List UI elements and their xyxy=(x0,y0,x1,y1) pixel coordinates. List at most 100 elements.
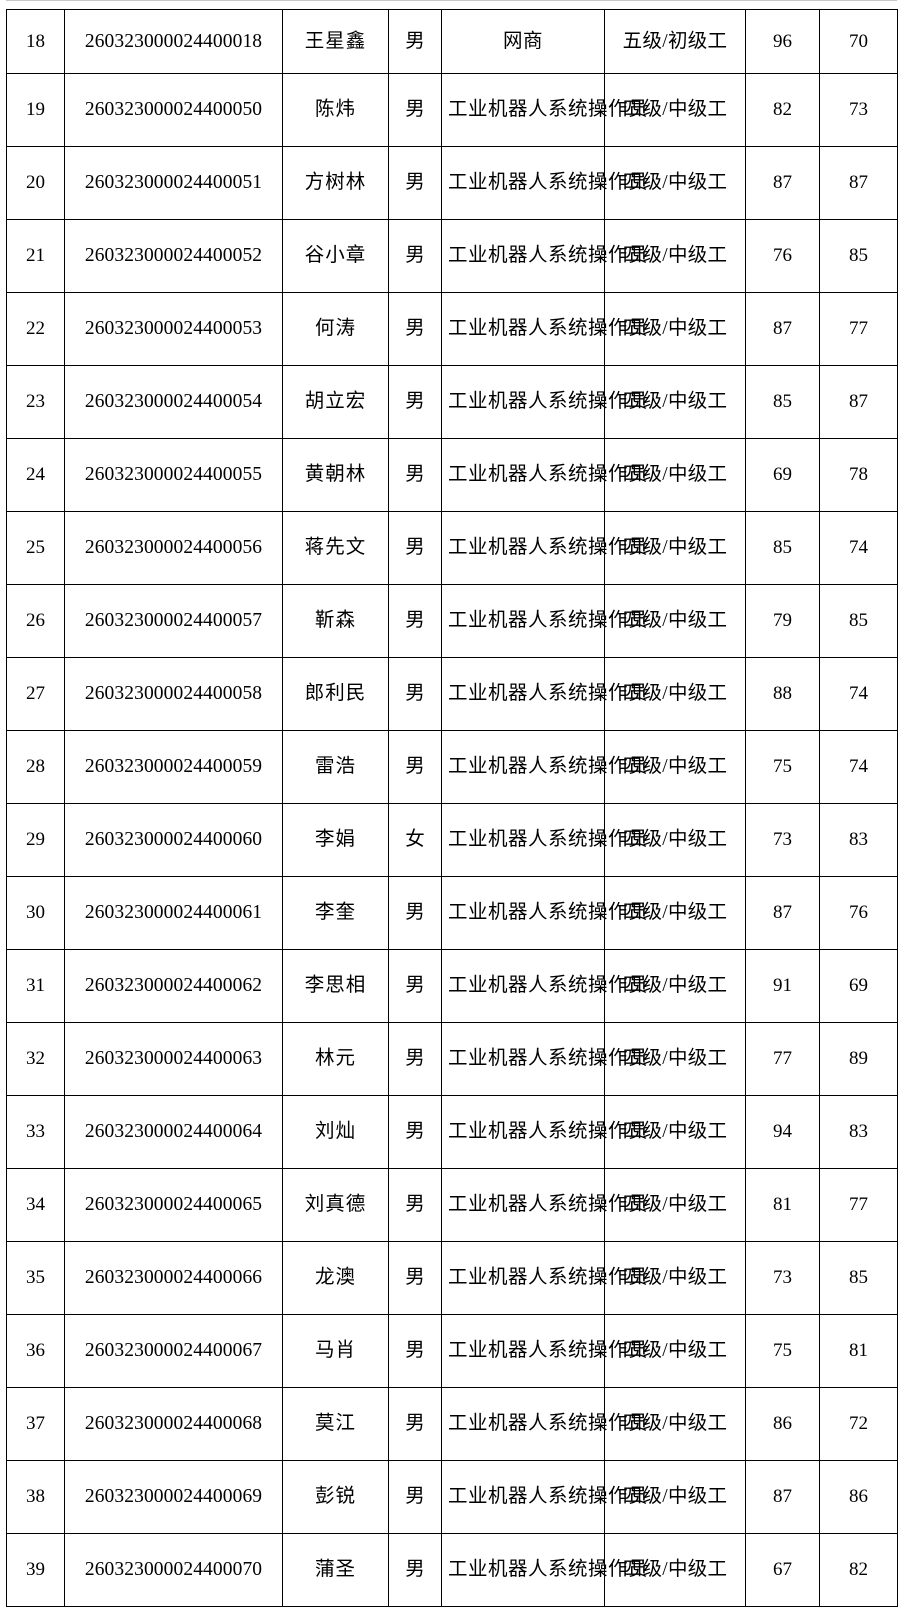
cell-candidate-id: 260323000024400053 xyxy=(64,292,283,366)
cell-skill-level: 四级/中级工 xyxy=(604,1460,746,1534)
cell-gender: 男 xyxy=(388,1314,442,1388)
cell-sequence-number: 21 xyxy=(6,219,65,293)
cell-candidate-id: 260323000024400061 xyxy=(64,876,283,950)
cell-candidate-id: 260323000024400052 xyxy=(64,219,283,293)
cell-candidate-id: 260323000024400066 xyxy=(64,1241,283,1315)
cell-candidate-name: 刘灿 xyxy=(282,1095,389,1169)
cell-gender: 男 xyxy=(388,584,442,658)
cell-candidate-name: 蒋先文 xyxy=(282,511,389,585)
cell-score-theory: 87 xyxy=(745,146,820,220)
cell-candidate-name: 方树林 xyxy=(282,146,389,220)
table-row: 19 260323000024400050 陈炜男工业机器人系统操作员 四级/中级工 8… xyxy=(6,73,898,147)
cell-score-theory: 75 xyxy=(745,1314,820,1388)
cell-gender: 男 xyxy=(388,876,442,950)
cell-score-practical: 85 xyxy=(819,584,898,658)
cell-skill-level: 四级/中级工 xyxy=(604,1022,746,1096)
cell-sequence-number: 32 xyxy=(6,1022,65,1096)
cell-score-practical: 70 xyxy=(819,9,898,74)
cell-occupation: 工业机器人系统操作员 xyxy=(441,1241,648,1315)
table-row: 27 260323000024400058 郎利民男工业机器人系统操作员 四级/中级工… xyxy=(6,657,898,731)
cell-skill-level: 四级/中级工 xyxy=(604,1314,746,1388)
cell-candidate-id: 260323000024400067 xyxy=(64,1314,283,1388)
table-row: 31 260323000024400062 李思相男工业机器人系统操作员 四级/中级工… xyxy=(6,949,898,1023)
cell-skill-level: 四级/中级工 xyxy=(604,1533,746,1607)
cell-skill-level: 四级/中级工 xyxy=(604,949,746,1023)
cell-candidate-id: 260323000024400058 xyxy=(64,657,283,731)
cell-sequence-number: 23 xyxy=(6,365,65,439)
cell-score-practical: 77 xyxy=(819,292,898,366)
table-row: 34 260323000024400065 刘真德男工业机器人系统操作员 四级/中级工… xyxy=(6,1168,898,1242)
cell-sequence-number: 35 xyxy=(6,1241,65,1315)
cell-gender: 男 xyxy=(388,730,442,804)
cell-sequence-number: 30 xyxy=(6,876,65,950)
cell-skill-level: 四级/中级工 xyxy=(604,1095,746,1169)
cell-skill-level: 四级/中级工 xyxy=(604,146,746,220)
cell-sequence-number: 36 xyxy=(6,1314,65,1388)
cell-skill-level: 四级/中级工 xyxy=(604,1168,746,1242)
cell-score-theory: 73 xyxy=(745,803,820,877)
cell-candidate-id: 260323000024400070 xyxy=(64,1533,283,1607)
cell-skill-level: 四级/中级工 xyxy=(604,73,746,147)
cell-occupation: 工业机器人系统操作员 xyxy=(441,730,648,804)
cell-occupation: 工业机器人系统操作员 xyxy=(441,219,648,293)
cell-skill-level: 四级/中级工 xyxy=(604,730,746,804)
cell-candidate-name: 靳森 xyxy=(282,584,389,658)
cell-candidate-name: 何涛 xyxy=(282,292,389,366)
cell-candidate-id: 260323000024400051 xyxy=(64,146,283,220)
cell-gender: 男 xyxy=(388,1533,442,1607)
cell-gender: 男 xyxy=(388,365,442,439)
cell-candidate-id: 260323000024400063 xyxy=(64,1022,283,1096)
table-row: 39 260323000024400070 蒲圣男工业机器人系统操作员 四级/中级工 6… xyxy=(6,1533,898,1607)
cell-score-practical: 74 xyxy=(819,657,898,731)
cell-gender: 男 xyxy=(388,146,442,220)
cell-sequence-number: 27 xyxy=(6,657,65,731)
cell-score-theory: 67 xyxy=(745,1533,820,1607)
cell-candidate-id: 260323000024400059 xyxy=(64,730,283,804)
cell-gender: 男 xyxy=(388,73,442,147)
cell-skill-level: 四级/中级工 xyxy=(604,438,746,512)
table-row: 28 260323000024400059 雷浩男工业机器人系统操作员 四级/中级工 7… xyxy=(6,730,898,804)
table-row: 36 260323000024400067 马肖男工业机器人系统操作员 四级/中级工 7… xyxy=(6,1314,898,1388)
cell-score-theory: 77 xyxy=(745,1022,820,1096)
table-row: 23 260323000024400054 胡立宏男工业机器人系统操作员 四级/中级工… xyxy=(6,365,898,439)
cell-score-practical: 73 xyxy=(819,73,898,147)
cell-candidate-id: 260323000024400068 xyxy=(64,1387,283,1461)
cell-candidate-name: 雷浩 xyxy=(282,730,389,804)
cell-candidate-name: 林元 xyxy=(282,1022,389,1096)
cell-candidate-name: 黄朝林 xyxy=(282,438,389,512)
cell-candidate-id: 260323000024400054 xyxy=(64,365,283,439)
cell-gender: 男 xyxy=(388,949,442,1023)
cell-sequence-number: 37 xyxy=(6,1387,65,1461)
cell-sequence-number: 38 xyxy=(6,1460,65,1534)
cell-occupation: 工业机器人系统操作员 xyxy=(441,949,648,1023)
cell-score-theory: 87 xyxy=(745,876,820,950)
cell-occupation: 网商 xyxy=(441,9,605,74)
cell-score-practical: 85 xyxy=(819,1241,898,1315)
cell-occupation: 工业机器人系统操作员 xyxy=(441,1095,648,1169)
cell-score-theory: 96 xyxy=(745,9,820,74)
cell-candidate-id: 260323000024400062 xyxy=(64,949,283,1023)
cell-candidate-id: 260323000024400069 xyxy=(64,1460,283,1534)
cell-gender: 男 xyxy=(388,292,442,366)
cell-gender: 男 xyxy=(388,1168,442,1242)
cell-skill-level: 四级/中级工 xyxy=(604,876,746,950)
cell-occupation: 工业机器人系统操作员 xyxy=(441,438,648,512)
cell-score-practical: 81 xyxy=(819,1314,898,1388)
cell-score-theory: 91 xyxy=(745,949,820,1023)
cell-candidate-name: 李思相 xyxy=(282,949,389,1023)
cell-sequence-number: 34 xyxy=(6,1168,65,1242)
table-row: 26 260323000024400057 靳森男工业机器人系统操作员 四级/中级工 7… xyxy=(6,584,898,658)
cell-score-practical: 87 xyxy=(819,365,898,439)
cell-candidate-name: 刘真德 xyxy=(282,1168,389,1242)
cell-gender: 男 xyxy=(388,9,442,74)
cell-candidate-id: 260323000024400018 xyxy=(64,9,283,74)
cell-candidate-name: 龙澳 xyxy=(282,1241,389,1315)
cell-sequence-number: 29 xyxy=(6,803,65,877)
cell-gender: 男 xyxy=(388,657,442,731)
cell-skill-level: 五级/初级工 xyxy=(604,9,746,74)
cell-candidate-name: 胡立宏 xyxy=(282,365,389,439)
cell-candidate-name: 莫江 xyxy=(282,1387,389,1461)
cell-gender: 男 xyxy=(388,1387,442,1461)
cell-occupation: 工业机器人系统操作员 xyxy=(441,292,648,366)
cell-occupation: 工业机器人系统操作员 xyxy=(441,146,648,220)
